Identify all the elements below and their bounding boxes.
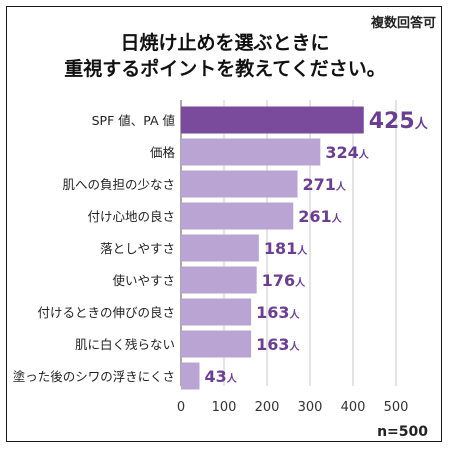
category-label: 塗った後のシワの浮きにくさ (13, 369, 175, 384)
bar (181, 138, 321, 166)
data-label: 261人 (298, 207, 342, 226)
bar (181, 170, 298, 198)
data-label: 324人 (325, 143, 369, 162)
multiple-answer-note: 複数回答可 (370, 16, 436, 31)
category-label: 肌への負担の少なさ (62, 177, 175, 192)
data-label: 43人 (204, 367, 237, 386)
bar (181, 202, 294, 230)
category-label: 使いやすさ (112, 273, 175, 288)
bar (181, 298, 252, 326)
category-label: 付けるときの伸びの良さ (37, 305, 175, 320)
data-label: 425人 (369, 109, 429, 134)
category-label: 肌に白く残らない (75, 337, 175, 352)
data-label: 176人 (262, 271, 306, 290)
x-tick-label: 100 (212, 400, 237, 415)
x-tick-label: 300 (298, 400, 323, 415)
data-label: 163人 (256, 303, 300, 322)
category-label: 落としやすさ (100, 241, 175, 256)
title-line-2: 重視するポイントを教えてください。 (64, 58, 386, 80)
bar (181, 106, 364, 134)
bar (181, 362, 200, 390)
bar (181, 234, 259, 262)
bar (181, 330, 252, 358)
x-tick-label: 200 (255, 400, 280, 415)
x-tick-label: 0 (177, 400, 185, 415)
x-tick-label: 500 (384, 400, 409, 415)
category-label: 価格 (150, 145, 176, 160)
title-line-1: 日焼け止めを選ぶときに (120, 32, 330, 54)
data-label: 271人 (303, 175, 347, 194)
category-label: 付け心地の良さ (87, 209, 175, 224)
chart-title: 日焼け止めを選ぶときに 重視するポイントを教えてください。 (0, 30, 450, 82)
sample-size-label: n=500 (377, 424, 428, 440)
category-label: SPF 値、PA 値 (92, 113, 175, 128)
x-tick-label: 400 (341, 400, 366, 415)
data-label: 163人 (256, 335, 300, 354)
data-label: 181人 (264, 239, 308, 258)
bar (181, 266, 257, 294)
